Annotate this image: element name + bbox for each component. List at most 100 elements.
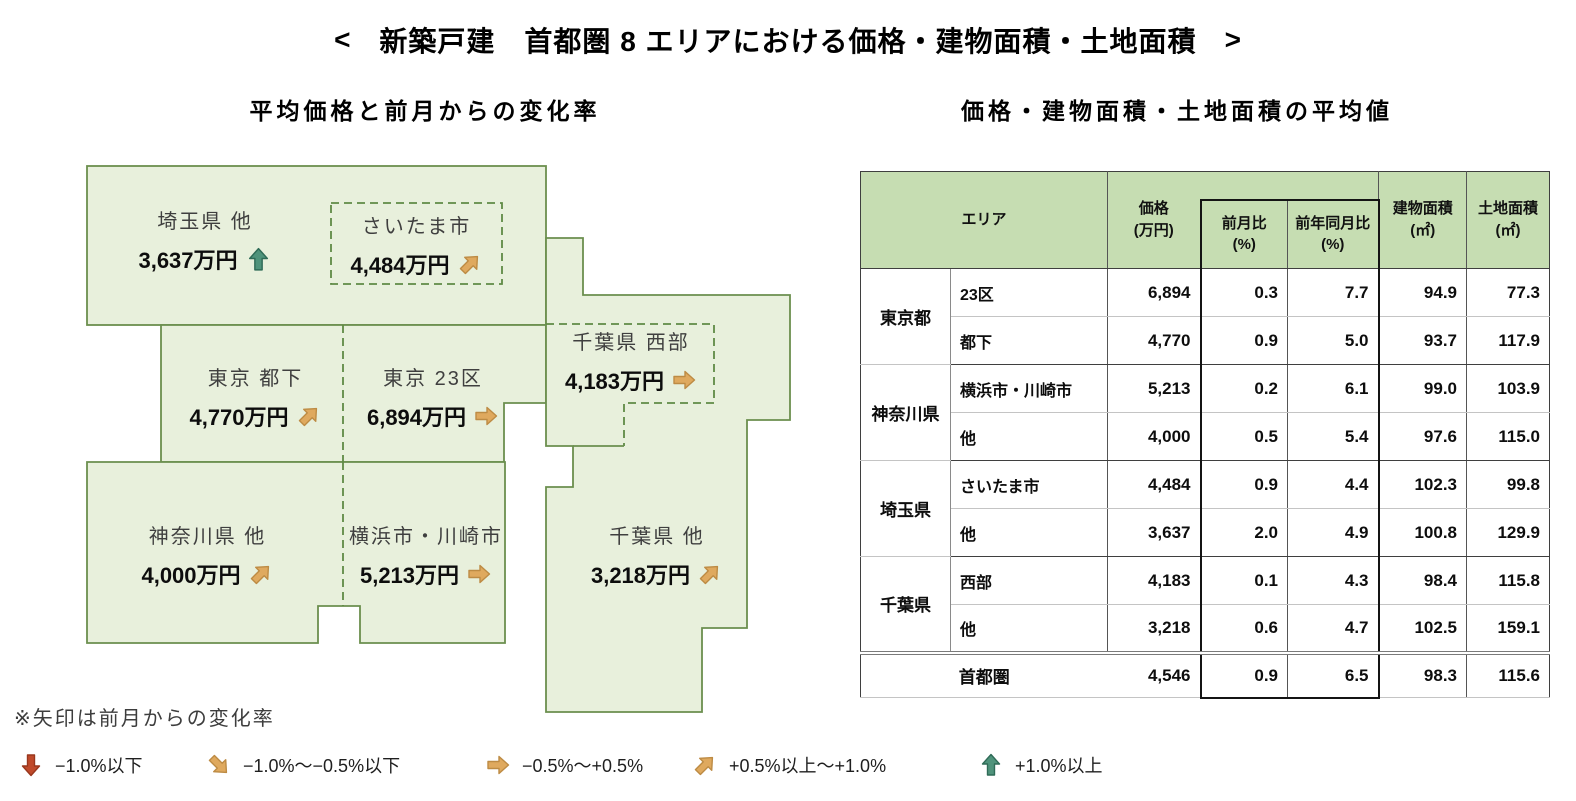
region-label: 横浜市・川崎市: [349, 526, 503, 548]
table-row: 埼玉県 さいたま市 4,484 0.9 4.4 102.3 99.8: [860, 460, 1550, 557]
trend-up-right-icon: [298, 407, 317, 427]
region-price: 4,000万円: [141, 563, 241, 588]
area-cell: 横浜市・川崎市: [950, 364, 1109, 413]
area-cell: さいたま市: [950, 460, 1109, 509]
land-area-cell: 99.8: [1466, 460, 1550, 509]
title-bracket-left: <: [334, 24, 352, 55]
region-price: 5,213万円: [359, 563, 460, 588]
map-region-saitama-shape: [86, 165, 547, 326]
legend-item-above-plus1: +1.0%以上: [978, 752, 1103, 778]
yoy-cell: 4.4: [1287, 460, 1380, 509]
map-region-saitama-city: さいたま市 4,484万円: [333, 210, 500, 280]
area-cell: 他: [950, 604, 1109, 653]
yoy-cell: 7.7: [1287, 268, 1380, 317]
table-row: 東京都 23区 6,894 0.3 7.7 94.9 77.3: [860, 268, 1550, 365]
mom-cell: 2.0: [1199, 508, 1289, 557]
table-row: 他 4,000 0.5 5.4 97.6 115.0: [861, 412, 1550, 461]
building-area-cell: 93.7: [1378, 316, 1468, 365]
mom-cell: 0.9: [1199, 650, 1289, 699]
header-strip: [1200, 171, 1380, 200]
land-area-cell: 129.9: [1466, 508, 1550, 557]
yoy-cell: 4.7: [1287, 604, 1380, 653]
map-boundary-saitama-city: [330, 202, 503, 285]
land-area-cell: 115.6: [1466, 650, 1550, 698]
mom-cell: 0.2: [1199, 364, 1289, 413]
table-total-row: 首都圏 4,546 0.9 6.5 98.3 115.6: [860, 650, 1550, 699]
map-region-chiba-shape: [545, 237, 791, 713]
building-area-cell: 98.4: [1378, 556, 1468, 605]
land-area-cell: 159.1: [1466, 604, 1550, 653]
column-header-land-area: 土地面積 (㎡): [1466, 171, 1550, 269]
area-cell: 他: [950, 508, 1109, 557]
prefecture-cell: 千葉県: [860, 556, 951, 653]
map-region-tokyo-tama: 東京 都下 4,770万円: [163, 362, 348, 432]
map-region-saitama-other: 埼玉県 他 3,637万円: [95, 205, 315, 275]
yoy-cell: 5.0: [1287, 316, 1380, 365]
area-statistics-table: エリア 価格 (万円) 建物面積 (㎡) 土地面積 (㎡) 前月比 (%) 前年…: [860, 171, 1551, 699]
building-area-cell: 99.0: [1378, 364, 1468, 413]
price-cell: 3,218: [1107, 604, 1201, 653]
legend-label: −0.5%〜+0.5%: [522, 756, 644, 776]
region-label: 千葉県 西部: [572, 332, 690, 354]
region-label: 千葉県 他: [609, 526, 705, 548]
map-region-chiba-west: 千葉県 西部 4,183万円: [547, 326, 715, 396]
map-region-chiba-other: 千葉県 他 3,218万円: [562, 520, 752, 590]
price-cell: 4,546: [1107, 650, 1201, 698]
yoy-cell: 4.9: [1287, 508, 1380, 557]
legend-item-plus05-to-plus1: +0.5%以上〜+1.0%: [692, 752, 886, 778]
trend-right-icon: [673, 370, 696, 390]
trend-down-right-icon: [208, 754, 228, 774]
region-price: 4,484万円: [350, 253, 450, 278]
trend-up-right-icon: [699, 565, 719, 585]
table-row: 都下 4,770 0.9 5.0 93.7 117.9: [861, 316, 1550, 365]
price-cell: 3,637: [1107, 508, 1201, 557]
mom-cell: 0.9: [1199, 316, 1289, 365]
area-cell: 他: [950, 412, 1109, 461]
prefecture-cell: 埼玉県: [860, 460, 951, 557]
table-row: 他 3,637 2.0 4.9 100.8 129.9: [861, 508, 1550, 557]
mom-cell: 0.3: [1199, 268, 1289, 317]
map-region-kanagawa-other: 神奈川県 他 4,000万円: [100, 520, 315, 590]
yoy-cell: 5.4: [1287, 412, 1380, 461]
land-area-cell: 103.9: [1466, 364, 1550, 413]
table-row: 千葉県 西部 4,183 0.1 4.3 98.4 115.8: [860, 556, 1550, 653]
trend-right-icon: [487, 755, 510, 775]
building-area-cell: 100.8: [1378, 508, 1468, 557]
title-text: 新築戸建 首都圏 8 エリアにおける価格・建物面積・土地面積: [379, 26, 1197, 57]
price-cell: 4,770: [1107, 316, 1201, 365]
region-price: 3,637万円: [138, 248, 238, 273]
arrow-note: ※矢印は前月からの変化率: [14, 708, 275, 730]
price-cell: 5,213: [1107, 364, 1201, 413]
prefecture-cell: 東京都: [860, 268, 951, 365]
trend-right-icon: [475, 406, 498, 426]
region-label: 神奈川県 他: [148, 526, 267, 548]
trend-up-right-icon: [459, 255, 478, 275]
column-header-area: エリア: [860, 171, 1109, 269]
land-area-cell: 77.3: [1466, 268, 1550, 317]
prefecture-cell: 神奈川県: [860, 364, 951, 461]
land-area-cell: 115.8: [1466, 556, 1550, 605]
trend-right-icon: [468, 564, 491, 584]
area-cell: 西部: [950, 556, 1109, 605]
building-area-cell: 102.3: [1378, 460, 1468, 509]
map-region-yokohama-kawasaki: 横浜市・川崎市 5,213万円: [342, 520, 510, 590]
map-subtitle: 平均価格と前月からの変化率: [249, 98, 601, 124]
legend-label: −1.0%〜−0.5%以下: [243, 756, 401, 776]
price-cell: 6,894: [1107, 268, 1201, 317]
region-label: 東京 都下: [207, 368, 304, 390]
page-title: < 新築戸建 首都圏 8 エリアにおける価格・建物面積・土地面積 >: [0, 20, 1576, 60]
region-map: [86, 165, 791, 713]
table-row: 他 3,218 0.6 4.7 102.5 159.1: [861, 604, 1550, 653]
legend-label: +0.5%以上〜+1.0%: [729, 756, 887, 776]
legend-item-minus05-to-plus05: −0.5%〜+0.5%: [485, 752, 643, 778]
legend-item-minus1-to-minus05: −1.0%〜−0.5%以下: [206, 752, 400, 778]
column-header-yoy-change: 前年同月比 (%): [1287, 198, 1380, 269]
yoy-cell: 6.5: [1287, 650, 1380, 699]
region-label: 東京 23区: [383, 368, 483, 390]
price-cell: 4,484: [1107, 460, 1201, 509]
trend-down-icon: [21, 754, 41, 777]
yoy-cell: 4.3: [1287, 556, 1380, 605]
region-price: 6,894万円: [366, 405, 467, 430]
price-cell: 4,000: [1107, 412, 1201, 461]
legend-label: −1.0%以下: [55, 756, 143, 776]
